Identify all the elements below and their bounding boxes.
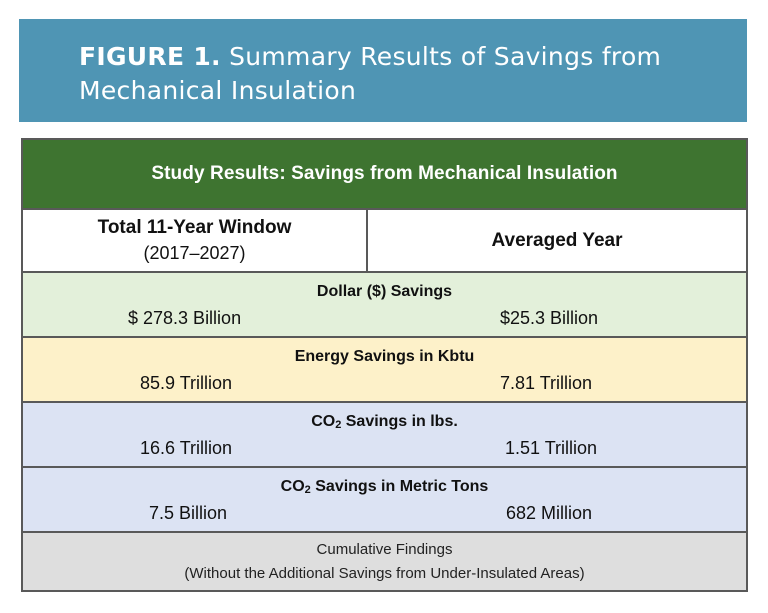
column-header-averaged: Averaged Year bbox=[368, 210, 746, 271]
figure-title-line-1: FIGURE 1. Summary Results of Savings fro… bbox=[79, 40, 747, 74]
co2-subscript: 2 bbox=[304, 484, 311, 496]
total-value: 7.5 Billion bbox=[149, 503, 228, 523]
cumulative-findings-footer: Cumulative Findings (Without the Additio… bbox=[23, 533, 746, 590]
figure-title-text: Summary Results of Savings from bbox=[229, 42, 662, 71]
column-title-total: Total 11-Year Window bbox=[97, 217, 292, 238]
averaged-value: 682 Million bbox=[506, 503, 593, 523]
averaged-value: 1.51 Trillion bbox=[505, 438, 598, 458]
row-title-suffix: Savings in Metric Tons bbox=[310, 478, 489, 495]
row-title: Dollar ($) Savings bbox=[316, 283, 453, 300]
averaged-value: 7.81 Trillion bbox=[500, 373, 593, 393]
table-title-row: Study Results: Savings from Mechanical I… bbox=[23, 140, 746, 208]
co2-prefix: CO bbox=[280, 478, 305, 495]
results-table: Study Results: Savings from Mechanical I… bbox=[21, 138, 748, 592]
total-value: 16.6 Trillion bbox=[140, 438, 233, 458]
row-title-suffix: Savings in lbs. bbox=[341, 413, 458, 430]
dollar-savings-row: Dollar ($) Savings $ 278.3 Billion $25.3… bbox=[23, 273, 746, 336]
co2-lbs-savings-row: CO 2 Savings in lbs. 16.6 Trillion 1.51 T… bbox=[23, 403, 746, 466]
figure-title-line-2: Mechanical Insulation bbox=[79, 76, 357, 105]
row-title: CO 2 Savings in Metric Tons bbox=[23, 468, 746, 496]
figure-label: FIGURE 1. bbox=[79, 42, 221, 71]
column-subtitle-total: (2017–2027) bbox=[143, 243, 246, 263]
total-value: $ 278.3 Billion bbox=[128, 308, 242, 328]
column-title-averaged: Averaged Year bbox=[491, 229, 623, 251]
footer-line-2: (Without the Additional Savings from Und… bbox=[184, 564, 585, 582]
total-value: 85.9 Trillion bbox=[140, 373, 233, 393]
co2-metric-tons-savings-row: CO 2 Savings in Metric Tons 7.5 Billion 6… bbox=[23, 468, 746, 531]
column-header-total: Total 11-Year Window (2017–2027) bbox=[23, 210, 366, 271]
table-title: Study Results: Savings from Mechanical I… bbox=[151, 163, 618, 184]
co2-prefix: CO bbox=[311, 413, 336, 430]
energy-savings-row: Energy Savings in Kbtu 85.9 Trillion 7.8… bbox=[23, 338, 746, 401]
figure-header: FIGURE 1. Summary Results of Savings fro… bbox=[19, 19, 747, 122]
column-header-row: Total 11-Year Window (2017–2027) Average… bbox=[23, 210, 746, 271]
co2-subscript: 2 bbox=[335, 419, 342, 431]
row-title: CO 2 Savings in lbs. bbox=[23, 403, 746, 431]
row-title: Energy Savings in Kbtu bbox=[294, 348, 475, 365]
averaged-value: $25.3 Billion bbox=[500, 308, 599, 328]
footer-line-1: Cumulative Findings bbox=[316, 540, 453, 558]
